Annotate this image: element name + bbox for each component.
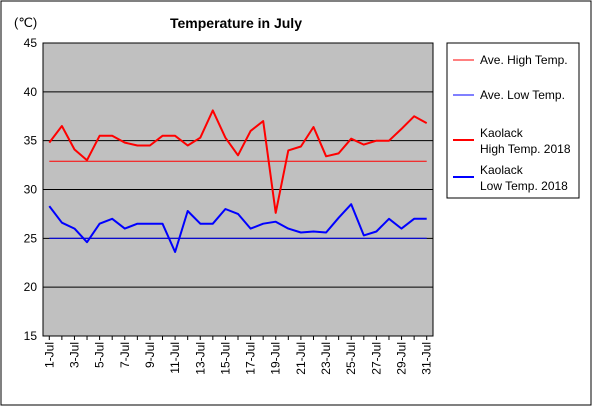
x-tick-label: 15-Jul	[218, 342, 232, 375]
x-tick-label: 7-Jul	[118, 342, 132, 368]
y-tick-label: 15	[24, 329, 38, 343]
unit-label: (℃)	[14, 15, 37, 30]
legend-label-3-line-1: Low Temp. 2018	[480, 179, 568, 193]
x-tick-label: 1-Jul	[42, 342, 56, 368]
x-tick-label: 3-Jul	[67, 342, 81, 368]
x-tick-label: 17-Jul	[244, 342, 258, 375]
legend-items: Ave. High Temp. Ave. Low Temp. Kaolack High…	[453, 53, 571, 193]
y-axis-ticks: 15 20 25 30 35 40 45	[24, 36, 38, 343]
y-tick-label: 45	[24, 36, 38, 50]
y-tick-label: 25	[24, 231, 38, 245]
x-tick-label: 31-Jul	[420, 342, 434, 375]
x-tick-label: 23-Jul	[319, 342, 333, 375]
x-tick-label: 5-Jul	[93, 342, 107, 368]
legend-label-1: Ave. Low Temp.	[480, 88, 565, 102]
series-line-3	[48, 203, 427, 253]
x-tick-label: 27-Jul	[369, 342, 383, 375]
chart-title: Temperature in July	[170, 15, 302, 31]
y-tick-label: 35	[24, 134, 38, 148]
x-axis-ticks: 1-Jul 3-Jul 5-Jul 7-Jul 9-Jul 11-Jul 13-Jul 15-…	[42, 336, 434, 375]
x-tick-label: 21-Jul	[294, 342, 308, 375]
y-tick-label: 30	[24, 183, 38, 197]
series-line-2	[48, 109, 428, 214]
x-tick-label: 9-Jul	[143, 342, 157, 368]
legend-label-2-line-1: High Temp. 2018	[480, 142, 571, 156]
legend	[446, 42, 580, 199]
legend-label-3-line-0: Kaolack	[480, 163, 524, 177]
x-tick-label: 29-Jul	[395, 342, 409, 375]
x-tick-label: 11-Jul	[168, 342, 182, 374]
y-tick-label: 40	[24, 85, 38, 99]
x-tick-label: 19-Jul	[269, 342, 283, 375]
legend-label-2-line-0: Kaolack	[480, 126, 524, 140]
x-tick-label: 13-Jul	[193, 342, 207, 375]
x-tick-label: 25-Jul	[344, 342, 358, 375]
y-tick-label: 20	[24, 280, 38, 294]
series-layer	[48, 109, 428, 253]
legend-label-0: Ave. High Temp.	[480, 53, 568, 67]
